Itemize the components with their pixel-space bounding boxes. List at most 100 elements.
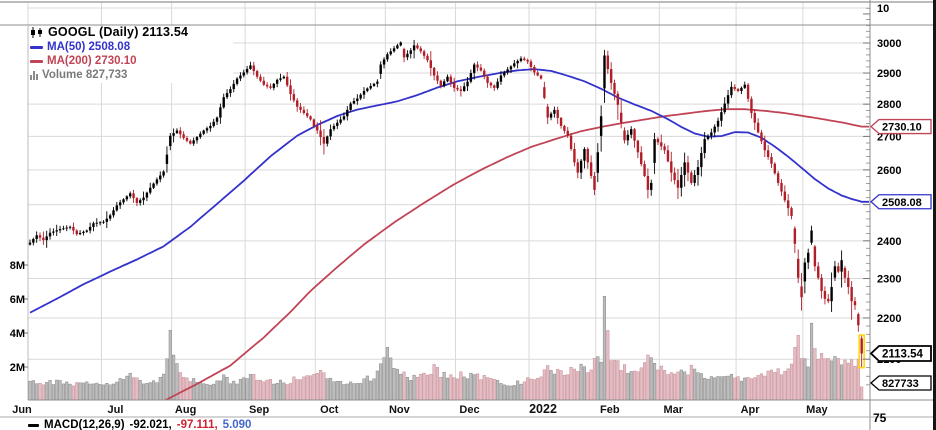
candle-body: [135, 198, 139, 203]
candle-body: [496, 81, 499, 88]
candle-body: [543, 87, 546, 98]
volume-bar: [422, 372, 426, 400]
volume-bar: [476, 373, 480, 400]
candle-body: [756, 122, 760, 133]
candle-body: [807, 252, 810, 263]
volume-bar: [128, 372, 132, 400]
candle-body: [72, 226, 75, 231]
volume-bar: [676, 371, 680, 400]
candle-body: [693, 174, 696, 183]
candle-body: [616, 93, 620, 105]
volume-bar: [840, 364, 844, 400]
candle-body: [195, 137, 199, 141]
candle-body: [452, 82, 456, 88]
volume-bar: [789, 363, 794, 400]
volume-bar: [319, 370, 323, 400]
candle-body: [199, 133, 202, 138]
volume-bar: [71, 385, 75, 400]
candle-body: [322, 137, 326, 144]
volume-bar: [252, 374, 256, 400]
volume-bar: [542, 369, 546, 400]
candle-body: [306, 113, 309, 117]
candle-body: [289, 85, 292, 95]
candle-body: [509, 66, 513, 70]
candle-body: [773, 163, 777, 174]
volume-bar: [522, 381, 526, 400]
candle-body: [182, 134, 185, 139]
candle-body: [546, 106, 549, 118]
volume-bar: [746, 377, 750, 400]
candle-body: [28, 242, 32, 245]
volume-bar: [816, 358, 820, 400]
candle-body: [533, 66, 536, 73]
candle-body: [112, 210, 115, 216]
volume-bar: [28, 380, 32, 400]
candle-body: [122, 199, 125, 203]
candle-body: [309, 116, 312, 120]
price-tag-label: 2508.08: [882, 197, 922, 209]
volume-bar: [288, 383, 293, 400]
volume-bar: [639, 367, 643, 400]
volume-bar: [429, 373, 433, 400]
month-label: May: [806, 404, 828, 416]
symbol-title-row: GOOGL (Daily) 2113.54: [30, 26, 188, 39]
candle-body: [442, 81, 446, 86]
candle-body: [212, 121, 215, 126]
volume-bar: [215, 380, 219, 400]
volume-bar: [803, 358, 807, 400]
volume-bar: [739, 380, 743, 400]
candle-body: [242, 72, 245, 76]
candle-body: [713, 126, 716, 133]
candle-body: [700, 152, 703, 168]
volume-bar: [716, 376, 720, 400]
candle-body: [653, 139, 656, 163]
volume-bar: [612, 360, 617, 400]
candle-body: [529, 61, 533, 67]
volume-bar: [669, 372, 673, 400]
candle-body: [149, 187, 152, 193]
volume-bar: [305, 375, 309, 400]
candle-body: [803, 262, 807, 282]
candle-body: [850, 287, 853, 302]
month-label: Feb: [600, 404, 620, 416]
volume-bar: [78, 382, 82, 400]
candle-body: [332, 125, 336, 130]
candle-body: [636, 140, 640, 153]
candle-body: [356, 98, 359, 102]
candle-body: [626, 134, 630, 141]
candle-body: [165, 154, 169, 164]
volume-bar: [352, 383, 356, 400]
volume-tick-label: 4M: [10, 328, 25, 340]
volume-bar: [572, 368, 576, 400]
candle-body: [569, 135, 573, 149]
candle-body: [556, 109, 559, 118]
candle-body: [346, 109, 349, 117]
volume-bar: [683, 371, 687, 400]
price-tick-label: 2800: [877, 99, 901, 111]
candle-body: [58, 229, 62, 231]
volume-bar: [419, 373, 423, 400]
volume-bar: [736, 376, 740, 400]
volume-bar: [519, 383, 523, 400]
candle-body: [593, 176, 596, 190]
candle-body: [245, 68, 249, 73]
month-label: Mar: [663, 404, 683, 416]
volume-bar: [462, 376, 466, 400]
volume-bar: [753, 377, 757, 400]
volume-bar: [392, 367, 396, 400]
volume-bar: [769, 369, 774, 400]
volume-bar: [138, 380, 142, 400]
candle-body: [456, 87, 459, 90]
volume-bar: [653, 362, 657, 400]
candle-body: [329, 129, 332, 137]
volume-bar: [699, 373, 703, 400]
volume-bar: [529, 378, 533, 400]
volume-bar: [552, 373, 556, 400]
volume-bar: [856, 358, 860, 400]
candle-body: [252, 65, 255, 72]
candle-body: [817, 266, 820, 278]
volume-bar: [472, 374, 476, 400]
